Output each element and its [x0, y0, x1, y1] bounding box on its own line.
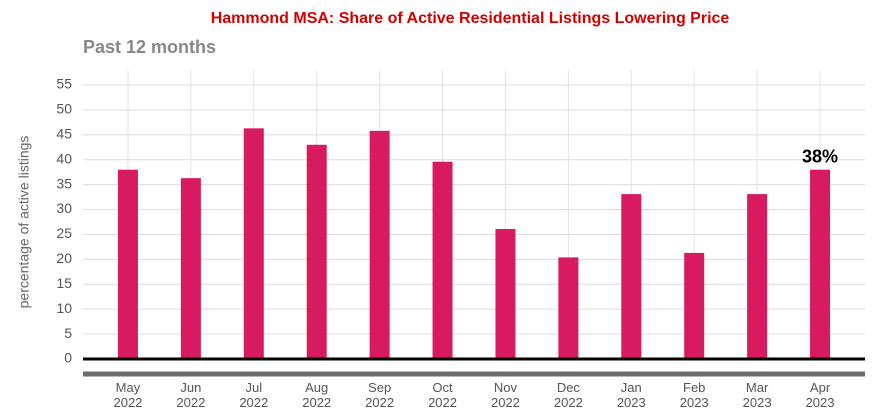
x-tick-label: Jan 2023	[617, 380, 646, 410]
y-tick-label: 5	[64, 325, 72, 341]
x-tick-label: Dec 2022	[554, 380, 583, 410]
y-tick-label: 10	[56, 300, 72, 316]
bar	[684, 252, 705, 359]
chart-subtitle: Past 12 months	[83, 37, 216, 57]
y-tick-label: 40	[56, 150, 72, 166]
y-tick-label: 15	[56, 275, 72, 291]
x-tick-label: Aug 2022	[302, 380, 331, 410]
x-tick-label: Oct 2022	[428, 380, 457, 410]
x-tick-label: Mar 2023	[743, 380, 772, 410]
bar	[747, 194, 768, 359]
x-tick-label: Nov 2022	[491, 380, 520, 410]
grid: 0 5 10 15 20 25 30 35 40 45 50 55	[56, 70, 865, 366]
x-tick-label: Apr 2023	[806, 380, 835, 410]
bar	[495, 228, 516, 359]
y-tick-label: 25	[56, 225, 72, 241]
x-tick-label: Jul 2022	[239, 380, 268, 410]
marks: May 2022 Jun 2022 Jul 2022 Aug 2022 Sep 2022 Oct 20…	[83, 128, 865, 410]
y-tick-label: 55	[56, 76, 72, 92]
bar	[117, 169, 138, 359]
x-tick-label: Feb 2023	[680, 380, 709, 410]
data-label: 38%	[802, 146, 838, 166]
bar	[432, 161, 453, 359]
y-tick-label: 50	[56, 101, 72, 117]
x-tick-label: Jun 2022	[176, 380, 205, 410]
y-tick-label: 35	[56, 175, 72, 191]
bar	[369, 130, 390, 359]
bar	[558, 257, 579, 359]
y-tick-label: 30	[56, 200, 72, 216]
y-tick-label: 0	[64, 350, 72, 366]
chart-title: Hammond MSA: Share of Active Residential…	[211, 10, 730, 27]
bar	[810, 169, 831, 359]
y-tick-label: 20	[56, 250, 72, 266]
y-axis-label: percentage of active listings	[16, 136, 32, 309]
y-tick-label: 45	[56, 126, 72, 142]
bar	[180, 178, 201, 359]
bar	[306, 144, 327, 359]
bar	[621, 194, 642, 359]
x-tick-label: May 2022	[113, 380, 142, 410]
x-tick-label: Sep 2022	[365, 380, 394, 410]
bar	[243, 128, 264, 359]
